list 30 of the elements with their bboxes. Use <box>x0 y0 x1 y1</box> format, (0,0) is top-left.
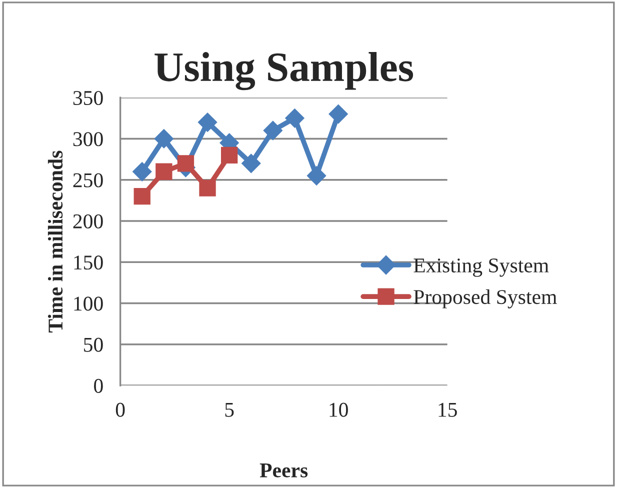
y-tick-label: 300 <box>73 132 103 146</box>
y-tick-label: 50 <box>84 338 103 352</box>
point <box>154 129 174 148</box>
y-tick-label: 150 <box>74 256 103 270</box>
point <box>199 180 216 196</box>
y-tick-label: 100 <box>74 296 103 311</box>
y-axis-title: Time in milliseconds <box>48 150 63 332</box>
y-tick-label: 200 <box>73 214 103 228</box>
point <box>134 188 150 205</box>
point <box>263 120 282 140</box>
chart-title: Using Samples <box>154 52 414 90</box>
point <box>132 162 152 182</box>
y-tick-label: 0 <box>94 378 103 393</box>
y-tick-label: 350 <box>73 90 103 106</box>
x-tick-label: 10 <box>330 402 348 417</box>
point <box>285 108 304 128</box>
x-tick-label: 5 <box>225 403 234 417</box>
point <box>156 163 172 180</box>
point <box>177 155 194 172</box>
x-tick-label: 0 <box>116 402 125 417</box>
point <box>198 112 218 132</box>
point <box>220 146 238 164</box>
point <box>242 154 261 173</box>
legend-label: Existing System <box>414 258 549 277</box>
y-tick-label: 250 <box>73 173 103 188</box>
x-axis-title: Peers <box>260 464 308 478</box>
point <box>306 166 326 186</box>
point <box>328 104 348 124</box>
legend-label: Proposed System <box>414 289 557 308</box>
x-tick-label: 15 <box>438 402 457 417</box>
